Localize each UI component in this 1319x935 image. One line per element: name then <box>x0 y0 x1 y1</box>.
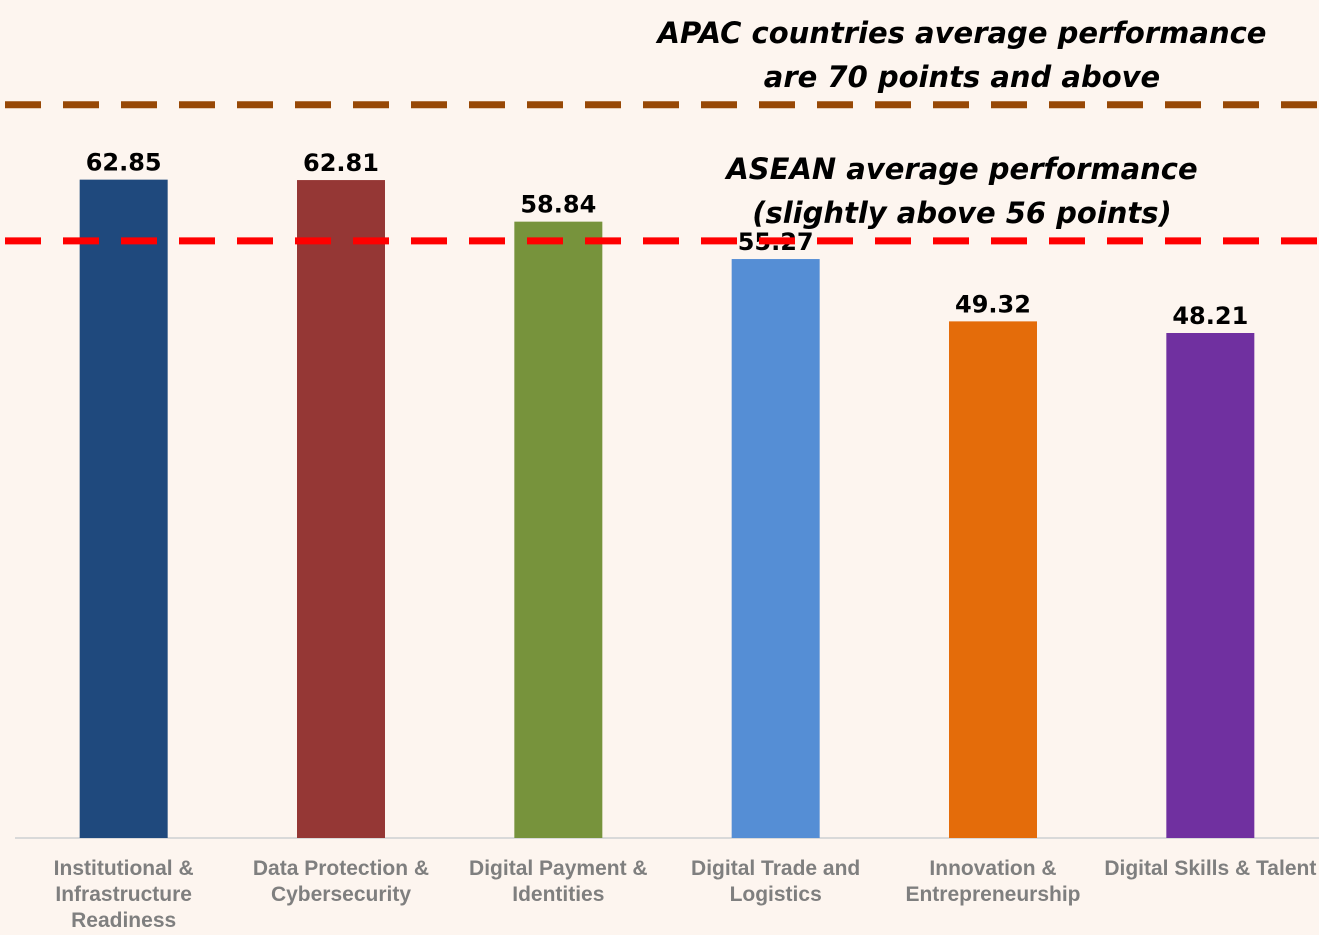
annotation: ASEAN average performance <box>724 152 1197 186</box>
x-tick-label: Innovation & Entrepreneurship <box>905 857 1081 906</box>
x-tick-label: Digital Trade and Logistics <box>691 857 861 906</box>
x-tick-label: Data Protection & Cybersecurity <box>252 857 430 906</box>
bar <box>297 180 385 838</box>
x-tick-label: Institutional & Infrastructure Readiness <box>53 857 194 932</box>
annotation: are 70 points and above <box>764 60 1160 94</box>
bar <box>949 321 1037 838</box>
value-label: 62.81 <box>303 149 379 177</box>
x-tick-label: Digital Skills & Talent <box>1104 857 1317 880</box>
value-label: 48.21 <box>1172 302 1248 330</box>
annotation: (slightly above 56 points) <box>752 196 1172 230</box>
annotation: APAC countries average performance <box>656 16 1267 50</box>
bar <box>79 179 168 839</box>
bar <box>514 221 603 838</box>
value-label: 62.85 <box>86 149 162 177</box>
x-tick-label: Digital Payment & Identities <box>469 857 648 906</box>
value-label: 58.84 <box>520 191 596 219</box>
bar <box>731 259 820 838</box>
bar <box>1166 333 1255 838</box>
value-label: 49.32 <box>955 290 1031 318</box>
